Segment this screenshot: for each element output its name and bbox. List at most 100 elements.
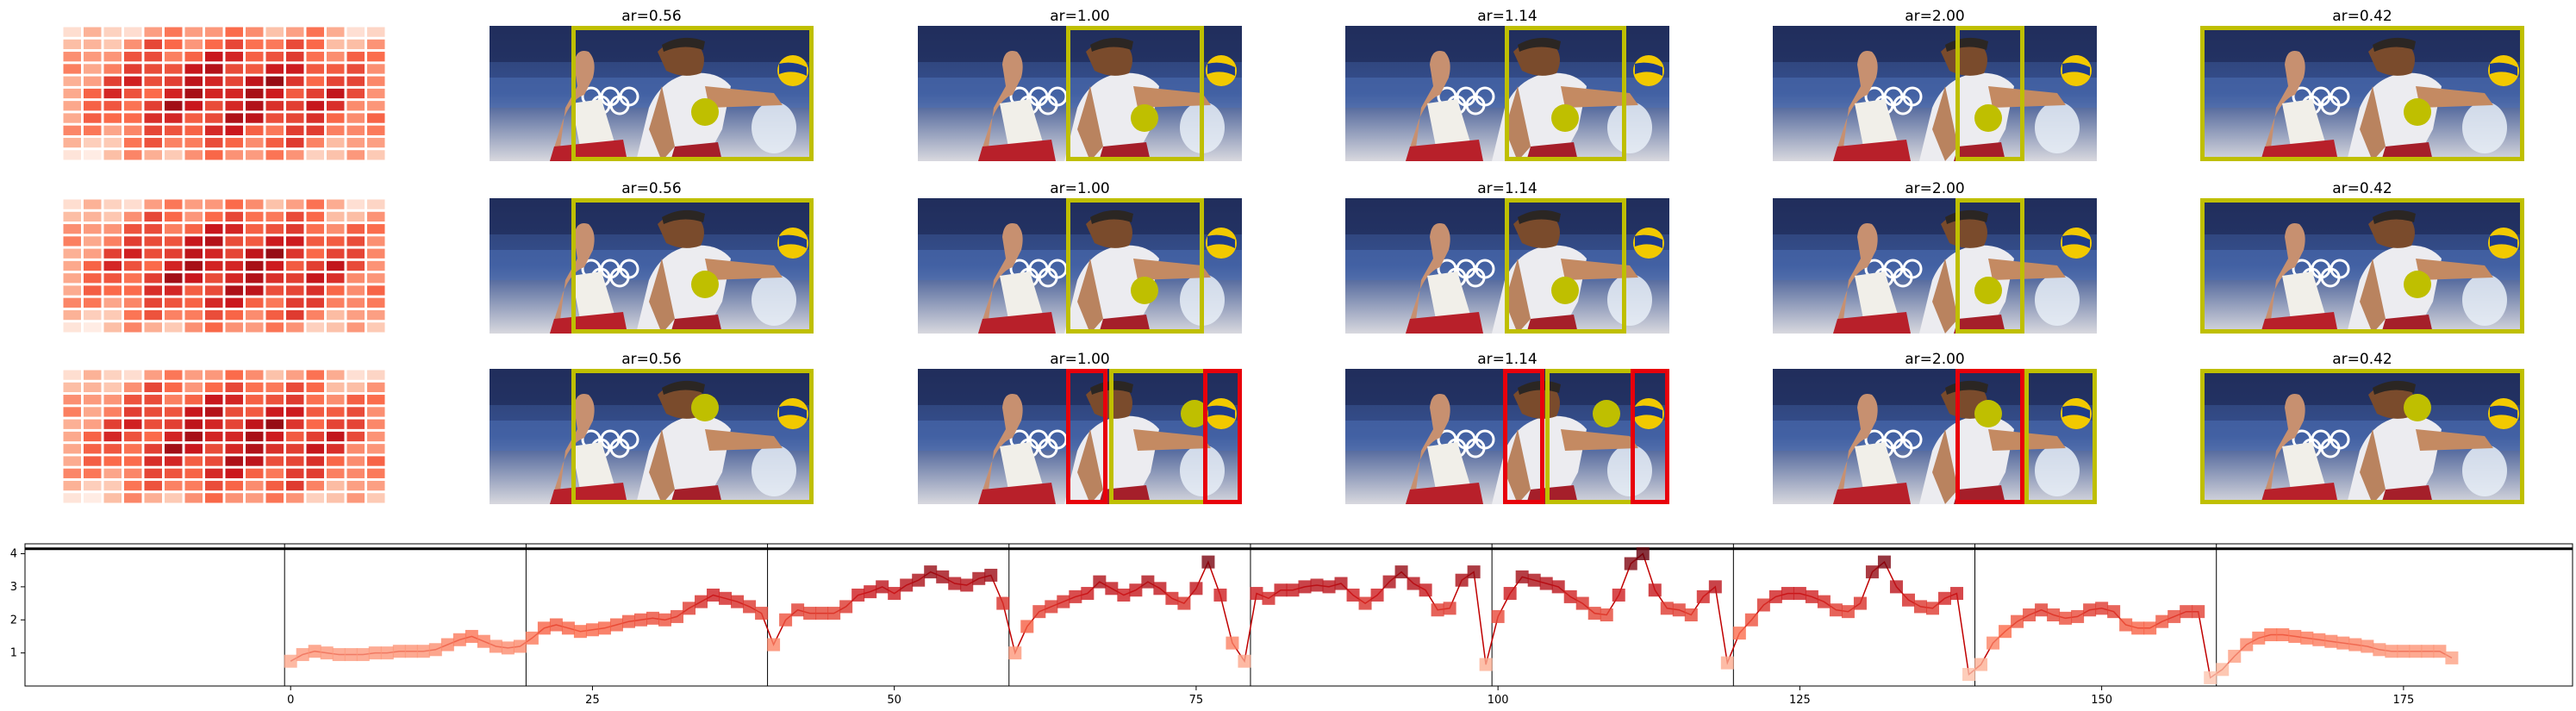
heatmap-cell [286, 101, 304, 111]
image-panel: ar=2.00 [1771, 8, 2099, 163]
heatmap-cell [346, 309, 365, 321]
data-point [803, 607, 817, 621]
heatmap-cell [103, 224, 122, 234]
data-point [731, 595, 745, 608]
data-point [501, 641, 515, 655]
heatmap-cell [124, 211, 142, 222]
data-point [2433, 645, 2447, 658]
heatmap-cell [246, 493, 264, 503]
heatmap-cell [306, 395, 324, 405]
image-panel: ar=1.00 [916, 351, 1244, 506]
heatmap-cell [165, 419, 183, 429]
yellow-frame [571, 369, 814, 504]
heatmap-cell [103, 260, 122, 271]
heatmap-cell [306, 480, 324, 491]
heatmap-cell [286, 64, 304, 74]
yellow-dot [2404, 98, 2431, 126]
heatmap-cell [63, 125, 81, 135]
heatmap-cell [84, 419, 102, 429]
data-point [2312, 633, 2326, 646]
heatmap-cell [205, 137, 223, 148]
heatmap-cell [265, 431, 284, 442]
data-point [1419, 583, 1432, 597]
data-point [1853, 596, 1867, 610]
heatmap-column [63, 27, 385, 503]
heatmap-cell [286, 113, 304, 123]
volleyball-photo [916, 367, 1244, 506]
heatmap-cell [205, 27, 223, 37]
heatmap-cell [184, 456, 203, 466]
heatmap-cell [265, 444, 284, 454]
yellow-frame [571, 198, 814, 334]
data-point [2095, 602, 2109, 615]
heatmap-cell [124, 322, 142, 333]
heatmap-cell [184, 125, 203, 135]
heatmap-cell [367, 248, 385, 259]
yellow-frame [1505, 26, 1626, 161]
heatmap-cell [246, 199, 264, 209]
heatmap-cell [367, 444, 385, 454]
heatmap-cell [84, 285, 102, 296]
heatmap-cell [246, 285, 264, 296]
heatmap-cell [327, 407, 345, 417]
heatmap-cell [286, 297, 304, 308]
heatmap-cell [63, 39, 81, 50]
heatmap-cell [306, 382, 324, 393]
heatmap-cell [144, 224, 162, 234]
heatmap-cell [367, 456, 385, 466]
panel-title: ar=1.14 [1477, 180, 1537, 197]
data-point [465, 629, 478, 643]
heatmap-cell [367, 322, 385, 333]
heatmap-cell [346, 444, 365, 454]
heatmap-cell [165, 125, 183, 135]
heatmap-cell [63, 395, 81, 405]
volleyball-photo [488, 24, 815, 163]
heatmap-cell [144, 285, 162, 296]
x-tick-label: 150 [2091, 694, 2112, 707]
heatmap-cell [346, 370, 365, 380]
heatmap-cell [225, 150, 243, 160]
heatmap-cell [225, 113, 243, 123]
heatmap-cell [124, 236, 142, 246]
heatmap-cell [225, 137, 243, 148]
heatmap-cell [225, 370, 243, 380]
heatmap-cell [246, 137, 264, 148]
heatmap-cell [63, 444, 81, 454]
heatmap-cell [103, 480, 122, 491]
heatmap-cell [144, 113, 162, 123]
heatmap-cell [84, 101, 102, 111]
heatmap-cell [265, 322, 284, 333]
heatmap-cell [205, 395, 223, 405]
data-point [2119, 618, 2133, 632]
heatmap-cell [165, 456, 183, 466]
heatmap-cell [306, 248, 324, 259]
heatmap-cell [286, 309, 304, 321]
data-point [416, 645, 430, 658]
data-point [1987, 636, 2000, 650]
heatmap-cell [205, 199, 223, 209]
heatmap-cell [63, 150, 81, 160]
heatmap-cell [103, 101, 122, 111]
heatmap-cell [265, 309, 284, 321]
heatmap-cell [306, 64, 324, 74]
heatmap-cell [346, 27, 365, 37]
heatmap-cell [103, 407, 122, 417]
panel-title: ar=1.14 [1477, 8, 1537, 25]
heatmap-cell [84, 199, 102, 209]
heatmap-cell [205, 431, 223, 442]
panel-title: ar=0.42 [2332, 180, 2392, 197]
data-point [851, 588, 865, 602]
heatmap-cell [346, 273, 365, 284]
data-point [1563, 589, 1577, 603]
heatmap-cell [205, 273, 223, 284]
data-point [1925, 602, 1939, 615]
heatmap-cell [346, 113, 365, 123]
heatmap-cell [346, 456, 365, 466]
image-panel: ar=2.00 [1771, 351, 2099, 506]
panel-title: ar=1.00 [1050, 351, 1110, 368]
data-point [1274, 583, 1288, 597]
heatmap-cell [63, 52, 81, 62]
heatmap-cell [265, 88, 284, 99]
data-point [888, 587, 901, 601]
heatmap-cell [63, 407, 81, 417]
